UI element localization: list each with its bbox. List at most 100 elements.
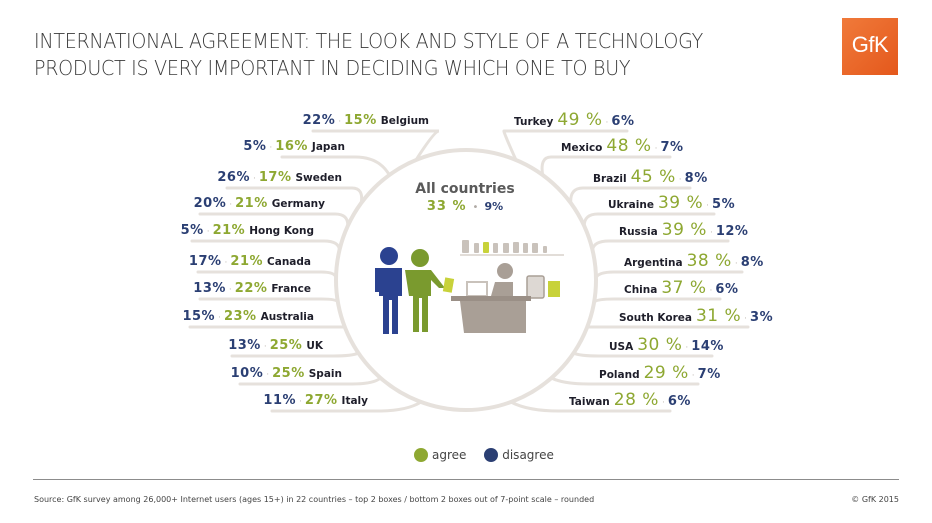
- laptop-screen: [466, 281, 488, 297]
- branch-line: [280, 155, 391, 177]
- value-separator: ·: [654, 144, 658, 154]
- agree-value: 39 %: [657, 193, 704, 213]
- branch-line: [196, 270, 338, 280]
- disagree-value: 11%: [263, 393, 297, 408]
- value-separator: ·: [678, 175, 682, 185]
- country-row-left: 11% · 27% Italy: [263, 392, 372, 410]
- device-row: [462, 240, 547, 253]
- country-row-right: Brazil 45 % · 8%: [589, 168, 708, 186]
- disagree-value: 20%: [193, 196, 227, 211]
- country-name: Italy: [341, 395, 368, 407]
- all-countries-label: All countries: [415, 181, 515, 197]
- agree-value: 21%: [230, 254, 264, 269]
- country-row-right: Russia 39 % · 12%: [615, 221, 748, 239]
- country-name: Poland: [599, 369, 640, 381]
- tablet-display: [526, 275, 545, 299]
- disagree-value: 15%: [182, 309, 216, 324]
- value-separator: ·: [228, 285, 232, 295]
- footer-divider: [33, 479, 899, 480]
- country-name: Germany: [271, 198, 325, 210]
- value-separator: ·: [218, 313, 221, 323]
- gfk-logo: GfK: [842, 18, 898, 75]
- country-name: Turkey: [514, 116, 554, 128]
- legend-item-agree: agree: [414, 448, 466, 462]
- value-separator: ·: [269, 143, 273, 153]
- copyright: © GfK 2015: [851, 495, 899, 504]
- country-name: Canada: [267, 256, 311, 268]
- agree-value: 25%: [269, 338, 303, 353]
- all-countries-summary: All countries 33 % • 9%: [405, 181, 525, 214]
- all-countries-agree: 33 %: [426, 199, 467, 214]
- legend: agree disagree: [414, 448, 568, 465]
- country-name: UK: [306, 340, 323, 352]
- disagree-value: 6%: [667, 394, 691, 409]
- disagree-value: 3%: [750, 310, 774, 325]
- country-row-right: Taiwan 28 % · 6%: [565, 391, 691, 409]
- branch-line: [502, 129, 629, 162]
- country-row-right: Turkey 49 % · 6%: [510, 111, 635, 129]
- disagree-value: 10%: [230, 366, 264, 381]
- country-row-left: 13% · 25% UK: [228, 337, 327, 355]
- disagree-value: 13%: [228, 338, 261, 353]
- value-separator: ·: [263, 342, 267, 352]
- all-countries-disagree: 9%: [484, 200, 504, 213]
- country-row-left: 26% · 17% Sweden: [217, 169, 346, 187]
- country-name: USA: [609, 341, 634, 353]
- country-row-left: 20% · 21% Germany: [194, 195, 329, 213]
- agree-value: 31 %: [695, 306, 742, 326]
- agree-value: 37 %: [661, 278, 707, 298]
- value-separator: ·: [229, 200, 233, 210]
- value-separator: ·: [661, 398, 665, 408]
- country-name: China: [624, 284, 658, 296]
- agree-value: 30 %: [637, 335, 683, 355]
- value-separator: ·: [685, 343, 689, 353]
- disagree-value: 6%: [715, 282, 739, 297]
- country-name: Brazil: [593, 173, 627, 185]
- agree-value: 48 %: [606, 136, 652, 156]
- customer-blue-figure: [375, 247, 402, 334]
- value-separator: ·: [299, 397, 302, 407]
- value-separator: ·: [706, 201, 710, 211]
- disagree-value: 5%: [180, 223, 204, 238]
- country-name: Russia: [619, 226, 658, 238]
- shelf: [460, 254, 564, 256]
- legend-agree-swatch: [414, 448, 428, 462]
- value-separator: ·: [224, 258, 228, 268]
- agree-value: 22%: [234, 281, 268, 296]
- chart-title-line-1: INTERNATIONAL AGREEMENT: THE LOOK AND ST…: [34, 29, 703, 53]
- value-separator: ·: [266, 370, 270, 380]
- agree-value: 21%: [212, 223, 246, 238]
- disagree-value: 17%: [188, 254, 222, 269]
- value-separator: ·: [691, 371, 695, 381]
- country-row-right: USA 30 % · 14%: [605, 336, 724, 354]
- agree-value: 39 %: [661, 220, 707, 240]
- country-row-right: South Korea 31 % · 3%: [615, 307, 773, 325]
- legend-item-disagree: disagree: [484, 448, 554, 462]
- country-row-left: 13% · 22% France: [193, 280, 315, 298]
- green-tablet-display: [548, 281, 560, 297]
- branch-line: [238, 376, 383, 386]
- agree-value: 17%: [258, 170, 292, 185]
- country-name: Hong Kong: [249, 225, 314, 237]
- agree-value: 29 %: [643, 363, 689, 383]
- all-countries-separator: •: [472, 202, 479, 213]
- country-name: France: [271, 283, 311, 295]
- country-row-left: 15% · 23% Australia: [182, 308, 318, 326]
- country-row-left: 5% · 21% Hong Kong: [181, 222, 318, 240]
- legend-disagree-label: disagree: [502, 448, 554, 462]
- country-row-right: Ukraine 39 % · 5%: [604, 194, 735, 212]
- country-name: Argentina: [624, 257, 683, 269]
- counter-top: [451, 296, 531, 301]
- chart-title: INTERNATIONAL AGREEMENT: THE LOOK AND ST…: [34, 28, 759, 82]
- country-name: Taiwan: [569, 396, 610, 408]
- branch-line: [311, 129, 440, 162]
- source-note: Source: GfK survey among 26,000+ Interne…: [34, 495, 595, 504]
- agree-value: 49 %: [557, 110, 603, 130]
- country-name: Belgium: [380, 115, 429, 127]
- country-row-left: 5% · 16% Japan: [243, 138, 349, 156]
- agree-value: 38 %: [686, 251, 732, 271]
- country-row-left: 22% · 15% Belgium: [303, 112, 433, 130]
- branch-line: [509, 400, 672, 413]
- country-name: Australia: [260, 311, 314, 323]
- disagree-value: 5%: [243, 139, 267, 154]
